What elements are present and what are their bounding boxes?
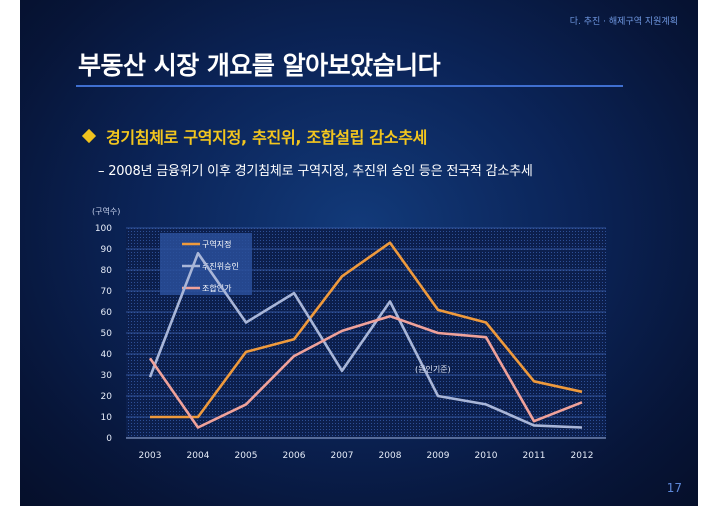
x-tick-label: 2010	[475, 451, 498, 461]
y-tick-label: 10	[101, 413, 113, 423]
legend-label: 구역지정	[202, 239, 231, 249]
slide: 다. 추진 · 해제구역 지원계획 부동산 시장 개요를 알아보았습니다 경기침…	[20, 0, 698, 506]
page-number: 17	[666, 481, 682, 495]
annotation: (원인기준)	[415, 364, 451, 374]
y-tick-label: 90	[101, 245, 113, 255]
y-tick-label: 80	[101, 266, 113, 276]
y-tick-label: 60	[101, 308, 113, 318]
x-tick-label: 2008	[379, 451, 402, 461]
series-line	[150, 241, 583, 419]
gridlines	[126, 227, 606, 439]
title-divider	[76, 85, 623, 87]
x-tick-label: 2005	[235, 451, 258, 461]
legend-label: 조합인가	[202, 283, 232, 293]
y-axis-label: (구역수)	[92, 206, 120, 216]
y-tick-label: 0	[106, 434, 112, 444]
y-tick-label: 20	[101, 392, 113, 402]
breadcrumb: 다. 추진 · 해제구역 지원계획	[569, 17, 678, 27]
y-tick-label: 40	[101, 350, 113, 360]
x-tick-label: 2004	[187, 451, 210, 461]
x-tick-label: 2009	[427, 451, 450, 461]
series-line	[148, 251, 583, 429]
sub-bullet-text: – 2008년 금융위기 이후 경기침체로 구역지정, 추진위 승인 등은 전국…	[98, 164, 533, 179]
bullet-row: 경기침체로 구역지정, 추진위, 조합설립 감소추세	[80, 124, 427, 148]
page-title: 부동산 시장 개요를 알아보았습니다	[78, 51, 441, 80]
x-tick-labels: 2003 2004 2005 2006 2007 2008 2009 2010 2011 2012	[139, 451, 594, 461]
y-tick-label: 100	[95, 224, 112, 234]
x-tick-label: 2012	[571, 451, 594, 461]
series-lines	[148, 241, 583, 429]
x-tick-label: 2006	[283, 451, 306, 461]
series-line	[148, 314, 583, 429]
y-tick-labels: 0 10 20 30 40 50 60 70 80 90 100	[95, 224, 112, 444]
y-tick-label: 30	[101, 371, 113, 381]
y-tick-label: 50	[101, 329, 113, 339]
bullet-text: 경기침체로 구역지정, 추진위, 조합설립 감소추세	[106, 128, 428, 147]
x-tick-label: 2007	[331, 451, 354, 461]
legend-label: 추진위승인	[202, 261, 239, 271]
x-tick-label: 2011	[523, 451, 546, 461]
x-tick-label: 2003	[139, 451, 162, 461]
y-tick-label: 70	[101, 287, 113, 297]
